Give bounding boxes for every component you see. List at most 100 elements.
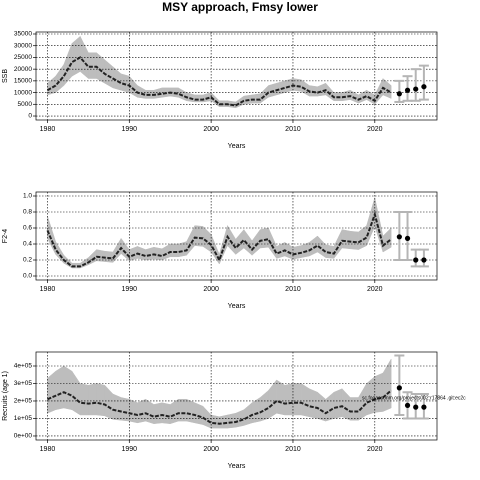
projection-point: [396, 385, 402, 391]
projection-point: [396, 234, 402, 240]
y-axis-label: SSB: [2, 69, 9, 83]
x-tick-label: 1990: [122, 286, 138, 293]
plot-frame: [35, 191, 438, 281]
x-tick-label: 2010: [285, 446, 301, 453]
ci-band: [259, 227, 269, 249]
ci-band: [341, 229, 351, 250]
y-tick-label: 35000: [14, 31, 32, 38]
y-tick-label: 0.0: [23, 273, 32, 280]
x-tick-label: 2000: [203, 286, 219, 293]
x-tick-label: 1980: [40, 286, 56, 293]
ci-band: [120, 397, 130, 422]
ci-band: [325, 82, 335, 102]
ci-band: [88, 52, 97, 79]
x-tick-label: 2000: [203, 126, 219, 133]
ci-band: [186, 398, 196, 424]
median-line: [46, 210, 392, 268]
median-line: [47, 389, 392, 425]
y-tick-label: 4e+05: [14, 363, 33, 370]
ci-band: [169, 243, 179, 258]
median-line: [46, 56, 392, 107]
projection-point: [404, 87, 411, 93]
ci-band: [96, 383, 105, 417]
ci-band: [112, 237, 122, 264]
ci-band: [71, 370, 81, 416]
ci-band: [104, 250, 114, 263]
ci-band: [120, 237, 130, 262]
projection-point: [413, 404, 419, 410]
ci-band: [88, 383, 97, 416]
ci-band: [317, 391, 326, 422]
x-tick-label: 2020: [367, 126, 383, 133]
ci-band: [79, 383, 89, 416]
ci-band: [325, 244, 335, 259]
y-tick-label: 0: [28, 113, 32, 120]
projection-point: [404, 402, 411, 408]
ci-band: [309, 388, 318, 419]
ci-band: [145, 398, 155, 425]
ci-band: [55, 365, 65, 411]
x-tick-label: 1990: [122, 446, 138, 453]
ci-band: [325, 391, 335, 422]
y-tick-label: 25000: [14, 54, 32, 61]
ci-band: [243, 402, 253, 426]
projection-point: [413, 86, 419, 92]
ci-band: [300, 383, 310, 418]
ci-band: [309, 85, 318, 97]
x-axis-label: Years: [228, 143, 246, 150]
ci-band: [366, 197, 376, 246]
ci-band: [259, 389, 269, 422]
ci-band: [333, 388, 343, 419]
ci-band: [194, 225, 204, 247]
ci-band: [374, 372, 384, 413]
ci-band: [137, 398, 146, 424]
ci-band: [350, 230, 359, 250]
ci-band: [300, 242, 310, 258]
y-axis-label: Recruits (age 1): [2, 371, 9, 421]
y-tick-label: 30000: [14, 42, 32, 49]
y-tick-label: 15000: [14, 78, 32, 85]
y-tick-label: 1e+05: [14, 415, 33, 422]
ci-band: [358, 382, 367, 421]
ci-band: [350, 89, 359, 104]
x-tick-label: 1980: [40, 446, 56, 453]
x-tick-label: 2020: [367, 286, 383, 293]
x-axis-label: Years: [228, 463, 246, 470]
x-tick-label: 2010: [285, 286, 301, 293]
ci-band: [71, 35, 81, 77]
ci-band: [227, 224, 236, 256]
ci-band: [129, 398, 138, 424]
ci-band: [161, 402, 171, 425]
ci-band: [219, 414, 228, 429]
x-tick-label: 1990: [122, 126, 138, 133]
x-tick-label: 1980: [40, 126, 56, 133]
ci-band: [47, 370, 56, 414]
ci-band: [194, 402, 204, 425]
y-tick-label: 5000: [18, 101, 33, 108]
plot-frame: [35, 351, 438, 441]
y-tick-label: 2e+05: [14, 398, 33, 405]
y-tick-label: 1.0: [23, 193, 32, 200]
ci-band: [153, 402, 163, 425]
ci-band: [202, 225, 212, 253]
ci-band: [202, 405, 212, 429]
chart-title: MSY approach, Fmsy lower: [162, 0, 318, 14]
ci-band: [251, 397, 261, 424]
annotation: sc.fogassonm.org/projects002:r17864 .git…: [362, 395, 466, 401]
x-tick-label: 2020: [367, 446, 383, 453]
ci-band: [341, 388, 351, 421]
ci-band: [292, 383, 302, 416]
ci-band: [169, 398, 179, 425]
ci-band: [178, 398, 187, 422]
ci-band: [268, 379, 277, 419]
y-tick-label: 0.2: [23, 257, 32, 264]
ci-band: [145, 246, 155, 261]
ci-band: [235, 409, 245, 428]
y-axis-label: F2-4: [2, 229, 9, 244]
projection-point: [404, 235, 411, 241]
y-tick-label: 0.6: [23, 225, 32, 232]
x-axis-label: Years: [228, 303, 246, 310]
y-tick-label: 20000: [14, 66, 32, 73]
projection-point: [413, 257, 419, 263]
x-tick-label: 2000: [203, 446, 219, 453]
